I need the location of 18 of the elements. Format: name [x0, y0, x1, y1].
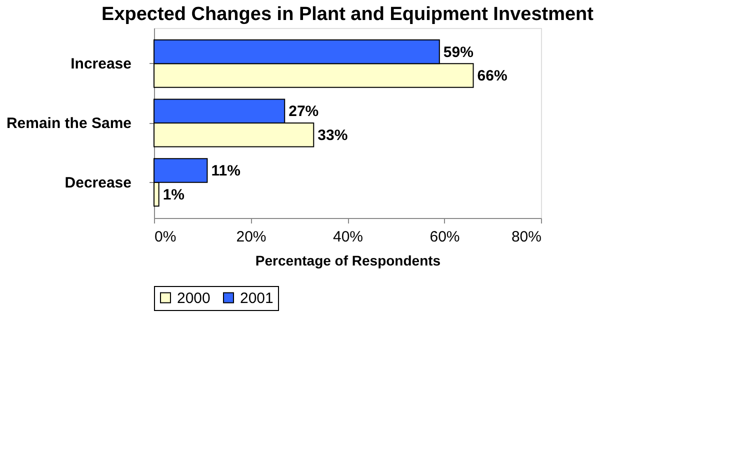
y-tick-label: Remain the Same: [6, 115, 132, 132]
data-label: 27%: [288, 103, 319, 120]
chart-title: Expected Changes in Plant and Equipment Investment: [102, 4, 594, 25]
x-tick-label: 40%: [332, 228, 364, 246]
x-axis-title: Percentage of Respondents: [255, 252, 441, 268]
data-label: 66%: [477, 68, 508, 84]
data-label: 59%: [443, 44, 474, 61]
y-tick-label: Decrease: [64, 174, 132, 192]
data-label: 11%: [211, 162, 240, 180]
x-tick-label: 80%: [511, 228, 542, 246]
y-tick-label: Increase: [70, 56, 132, 73]
x-tick-label: 20%: [236, 228, 266, 246]
data-label: 33%: [318, 126, 348, 144]
x-tick-label: 60%: [430, 228, 460, 246]
x-tick-label: 0%: [154, 228, 176, 246]
legend-label: 2001: [240, 290, 274, 307]
legend-label: 2000: [177, 290, 210, 307]
data-label: 1%: [162, 186, 185, 204]
